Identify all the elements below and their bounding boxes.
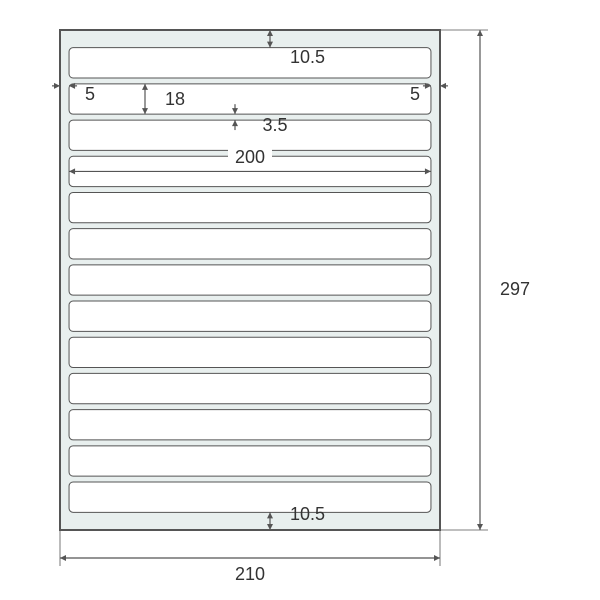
label-row: [69, 301, 431, 331]
label-row: [69, 446, 431, 476]
label-row: [69, 373, 431, 403]
label-row: [69, 482, 431, 512]
label-row: [69, 265, 431, 295]
label-row: [69, 337, 431, 367]
dim-bottom-margin: 10.5: [290, 504, 325, 524]
dim-right-margin: 5: [410, 84, 420, 104]
dim-sheet-width: 210: [235, 564, 265, 584]
dim-label-width: 200: [235, 147, 265, 167]
dim-top-margin: 10.5: [290, 47, 325, 67]
dim-left-margin: 5: [85, 84, 95, 104]
label-row: [69, 84, 431, 114]
dim-label-height: 18: [165, 89, 185, 109]
dim-label-gap: 3.5: [262, 115, 287, 135]
label-row: [69, 48, 431, 78]
label-row: [69, 229, 431, 259]
label-row: [69, 410, 431, 440]
dim-sheet-height: 297: [500, 279, 530, 299]
label-row: [69, 192, 431, 222]
